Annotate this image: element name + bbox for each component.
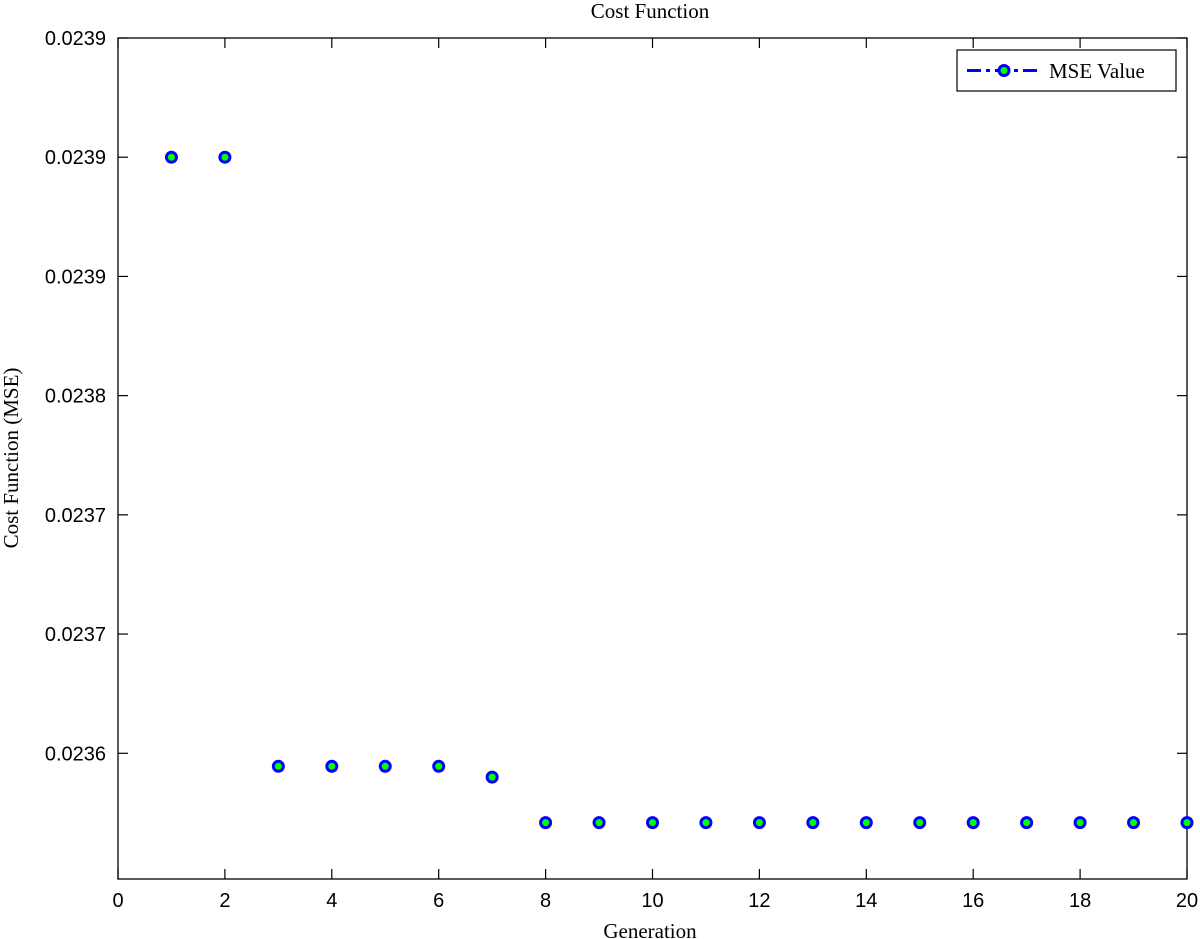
y-axis-label: Cost Function (MSE) — [0, 368, 23, 549]
data-point — [913, 816, 927, 830]
legend-marker-sample — [997, 64, 1011, 77]
x-tick-label: 14 — [855, 890, 877, 912]
data-point — [432, 759, 446, 773]
data-point — [325, 759, 339, 773]
data-point — [485, 770, 499, 784]
data-point — [1127, 816, 1141, 830]
data-point — [539, 816, 553, 830]
data-point — [646, 816, 659, 830]
data-points-layer — [164, 150, 1194, 830]
data-point — [378, 759, 392, 773]
data-point — [271, 759, 285, 773]
axes-box — [117, 37, 1188, 880]
data-point — [806, 816, 820, 830]
y-tick-label: 0.0236 — [45, 743, 106, 765]
x-tick-label: 0 — [112, 890, 123, 912]
data-point — [1020, 816, 1034, 830]
x-axis-label: Generation — [603, 919, 697, 939]
x-tick-label: 6 — [433, 890, 444, 912]
x-tick-label: 18 — [1069, 890, 1091, 912]
y-tick-label: 0.0239 — [45, 266, 106, 288]
y-tick-label: 0.0237 — [45, 505, 106, 527]
data-point — [1073, 816, 1087, 830]
data-point — [859, 816, 873, 830]
data-point — [164, 150, 178, 164]
x-tick-label: 16 — [962, 890, 984, 912]
data-point — [218, 150, 232, 164]
legend-label: MSE Value — [1049, 59, 1145, 83]
y-tick-label: 0.0239 — [45, 28, 106, 50]
chart-title: Cost Function — [591, 0, 710, 23]
x-tick-label: 8 — [540, 890, 551, 912]
legend: MSE Value — [956, 49, 1177, 92]
y-tick-label: 0.0238 — [45, 386, 106, 408]
ticks-layer: 0 2 4 6 8 10 12 14 16 18 20 0.0239 0.0239 0.0239 0.023… — [45, 28, 1198, 912]
x-tick-label: 10 — [641, 890, 663, 912]
plot-area — [118, 38, 1187, 879]
y-tick-label: 0.0239 — [45, 147, 106, 169]
y-tick-label: 0.0237 — [45, 624, 106, 646]
x-tick-label: 4 — [326, 890, 337, 912]
x-tick-label: 20 — [1176, 890, 1198, 912]
data-point — [699, 816, 713, 830]
data-point — [592, 816, 606, 830]
data-point — [1180, 816, 1194, 830]
data-point — [752, 816, 766, 830]
x-tick-label: 2 — [219, 890, 230, 912]
x-tick-label: 12 — [748, 890, 770, 912]
legend-box — [956, 49, 1177, 92]
data-point — [966, 816, 980, 830]
